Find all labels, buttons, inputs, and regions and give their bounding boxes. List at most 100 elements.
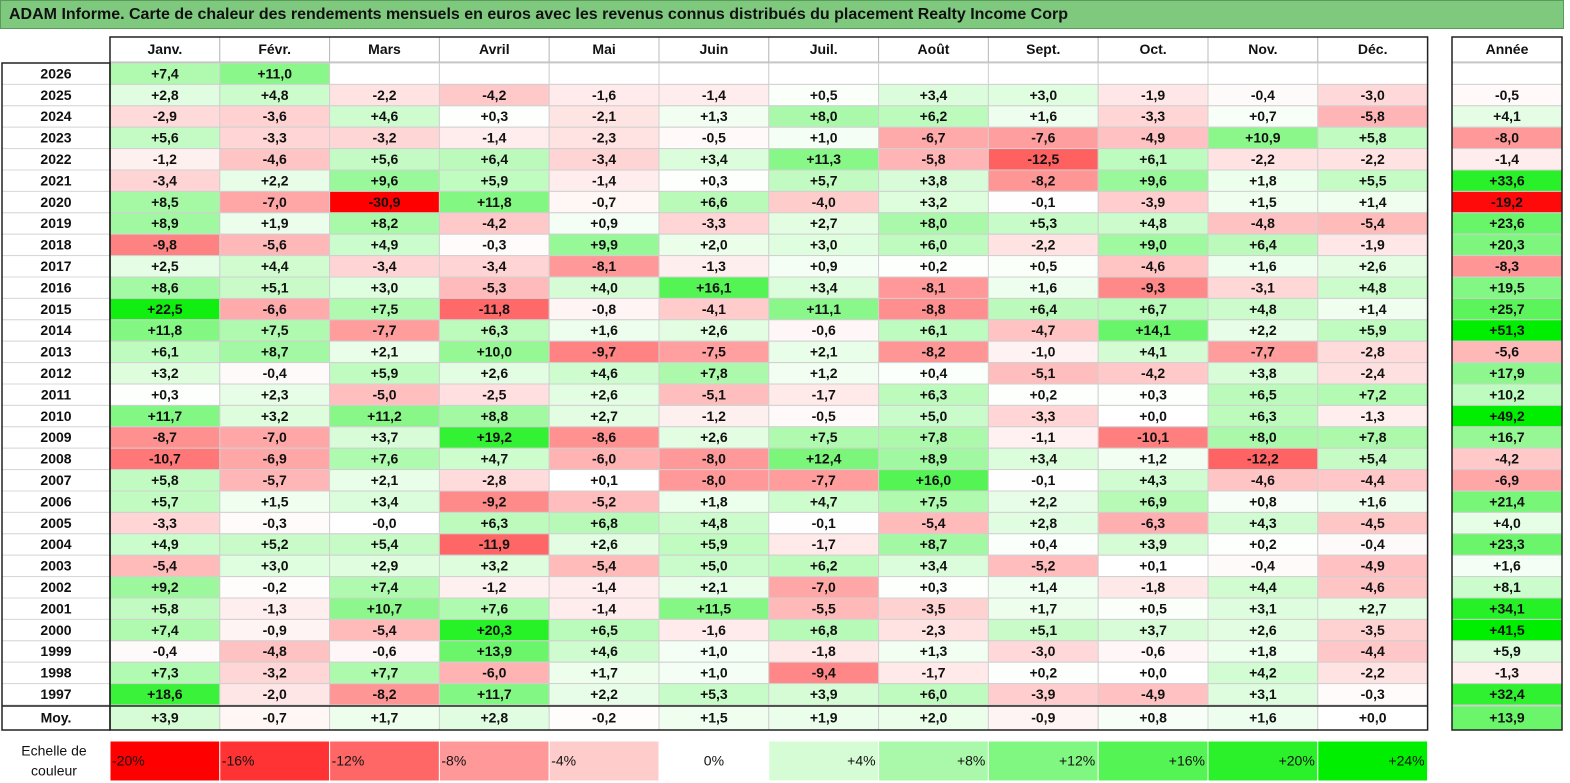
heatmap-cell-value: +4,6: [590, 365, 618, 381]
heatmap-cell-value: -9,4: [812, 665, 836, 681]
heatmap-cell-value: +5,7: [810, 172, 838, 188]
color-scale-step-label: -12%: [332, 753, 365, 769]
month-header-label: Juin: [700, 41, 729, 57]
heatmap-cell-value: +0,2: [920, 258, 948, 274]
heatmap-cell-value: -1,7: [812, 536, 836, 552]
heatmap-cell-value: +9,6: [1139, 172, 1167, 188]
heatmap-cell-value: +8,6: [151, 279, 179, 295]
heatmap-cell-value: -7,6: [1031, 130, 1055, 146]
heatmap-cell-value: -11,9: [479, 536, 510, 552]
average-cell-value: +1,9: [810, 710, 838, 726]
heatmap-cell-value: -4,8: [263, 643, 287, 659]
year-label: 2006: [40, 493, 71, 509]
color-scale-step-label: -20%: [112, 753, 145, 769]
heatmap-cell-value: +16,0: [916, 472, 952, 488]
annual-total-value: -0,5: [1495, 87, 1519, 103]
heatmap-cell-value: +2,6: [700, 429, 728, 445]
heatmap-cell-value: -0,9: [263, 622, 287, 638]
heatmap-cell-value: -5,2: [592, 493, 616, 509]
heatmap-cell-value: +11,2: [367, 408, 402, 424]
heatmap-cell-value: +1,4: [1359, 194, 1387, 210]
heatmap-cell-value: +3,4: [371, 493, 399, 509]
month-header-label: Juil.: [810, 41, 838, 57]
heatmap-cell-value: +1,6: [1029, 108, 1057, 124]
month-header-label: Janv.: [148, 41, 183, 57]
year-label: 2025: [40, 87, 71, 103]
heatmap-cell-value: +1,2: [1139, 451, 1167, 467]
heatmap-cell-value: -4,6: [1361, 579, 1385, 595]
heatmap-cell-value: +4,8: [1139, 215, 1167, 231]
heatmap-cell-value: -5,0: [372, 386, 396, 402]
heatmap-cell-value: -6,0: [482, 665, 506, 681]
heatmap-cell-value: -0,4: [1361, 536, 1385, 552]
average-cell-value: +0,8: [1139, 710, 1167, 726]
heatmap-cell-value: +7,5: [261, 322, 289, 338]
heatmap-cell-value: +7,5: [920, 493, 948, 509]
average-cell: [219, 705, 331, 731]
heatmap-cell-value: -2,3: [592, 130, 616, 146]
heatmap-cell-value: +0,2: [1029, 386, 1057, 402]
heatmap-cell-value: -0,0: [372, 515, 396, 531]
heatmap-cell-value: -4,9: [1141, 686, 1165, 702]
color-scale-step-label: -8%: [441, 753, 466, 769]
heatmap-cell-value: -7,0: [263, 194, 287, 210]
heatmap-cell-value: -10,1: [1137, 429, 1169, 445]
heatmap-cell-value: +5,4: [371, 536, 399, 552]
heatmap-cell-value: +4,6: [590, 643, 618, 659]
heatmap-cell-value: +5,5: [1359, 172, 1387, 188]
year-label: 2003: [40, 558, 71, 574]
heatmap-cell-value: -5,6: [263, 237, 287, 253]
heatmap-cell-value: +5,9: [700, 536, 728, 552]
color-scale-step-label: +4%: [847, 753, 875, 769]
heatmap-cell-value: +11,1: [806, 301, 841, 317]
average-cell: [438, 705, 550, 731]
heatmap-cell: [1207, 62, 1319, 85]
heatmap-cell-value: -5,4: [153, 558, 177, 574]
heatmap-cell-value: -0,1: [1031, 194, 1055, 210]
year-label: 1999: [40, 643, 71, 659]
average-cell: [878, 705, 989, 731]
color-scale-step-label: +24%: [1388, 753, 1424, 769]
year-label: 2001: [40, 600, 71, 616]
heatmap-cell-value: +0,0: [1139, 408, 1167, 424]
heatmap-cell-value: +18,6: [147, 686, 183, 702]
heatmap-cell-value: -1,9: [1141, 87, 1165, 103]
month-header-label: Août: [918, 41, 950, 57]
year-label: 2014: [40, 322, 71, 338]
heatmap-cell-value: +4,3: [1249, 515, 1277, 531]
heatmap-cell-value: +5,1: [1029, 622, 1057, 638]
heatmap-cell-value: +6,1: [1139, 151, 1167, 167]
average-cell: [1097, 705, 1209, 731]
heatmap-cell-value: +11,8: [477, 194, 512, 210]
heatmap-cell-value: +8,0: [920, 215, 948, 231]
heatmap-cell-value: +6,8: [810, 622, 838, 638]
heatmap-cell-value: -2,9: [153, 108, 177, 124]
average-cell: [109, 705, 221, 731]
annual-total-value: -1,4: [1495, 151, 1519, 167]
heatmap-cell-value: +1,6: [1249, 258, 1277, 274]
heatmap-cell-value: +2,0: [700, 237, 728, 253]
heatmap-cell-value: +4,4: [1249, 579, 1277, 595]
heatmap-cell-value: +5,3: [700, 686, 728, 702]
heatmap-cell-value: -9,2: [482, 493, 506, 509]
heatmap-cell-value: +3,1: [1249, 600, 1277, 616]
heatmap-cell-value: +7,8: [700, 365, 728, 381]
annual-total-value: +21,4: [1489, 493, 1525, 509]
heatmap-cell-value: +5,2: [261, 536, 289, 552]
average-cell: [329, 705, 440, 731]
color-scale-label-line2: couleur: [31, 763, 77, 779]
heatmap-cell-value: +8,9: [920, 451, 948, 467]
heatmap-cell-value: +2,6: [590, 386, 618, 402]
heatmap-cell-value: -1,3: [1361, 408, 1385, 424]
heatmap-cell: [658, 62, 770, 85]
year-label: 2020: [40, 194, 71, 210]
heatmap-cell-value: -5,4: [372, 622, 396, 638]
year-label: 2024: [40, 108, 71, 124]
heatmap-cell-value: +2,5: [151, 258, 179, 274]
heatmap-cell-value: +0,3: [1139, 386, 1167, 402]
heatmap-cell-value: +2,2: [1029, 493, 1057, 509]
annual-total-value: -19,2: [1491, 194, 1523, 210]
annual-total-value: +23,6: [1489, 215, 1525, 231]
year-label: 2005: [40, 515, 71, 531]
